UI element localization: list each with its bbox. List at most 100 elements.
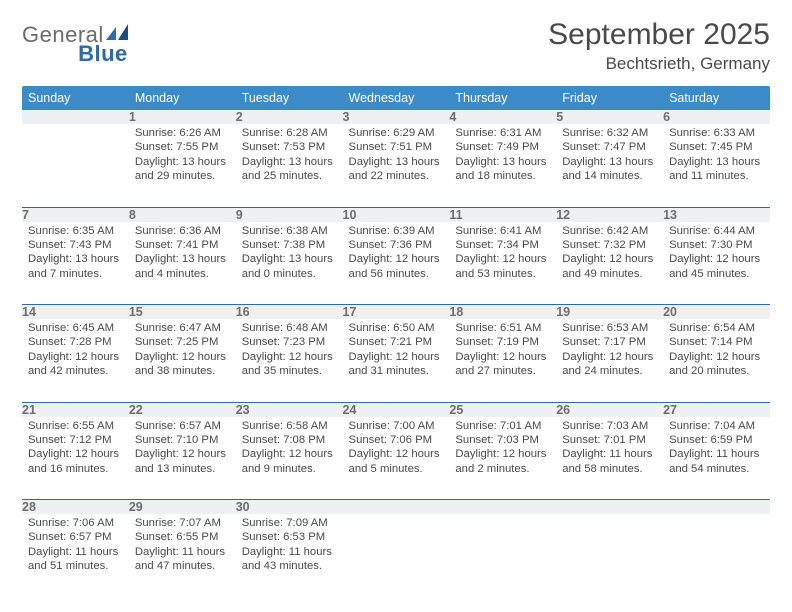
day-cell-body: Sunrise: 6:55 AMSunset: 7:12 PMDaylight:… [22,417,129,481]
sunset-line: Sunset: 6:59 PM [669,433,764,447]
daylight-line: Daylight: 13 hours and 18 minutes. [455,155,550,184]
day-cell: Sunrise: 6:31 AMSunset: 7:49 PMDaylight:… [449,124,556,207]
daylight-line: Daylight: 11 hours and 58 minutes. [562,447,657,476]
sunset-line: Sunset: 7:30 PM [669,238,764,252]
day-cell-body: Sunrise: 6:39 AMSunset: 7:36 PMDaylight:… [343,222,450,286]
sunset-line: Sunset: 7:32 PM [562,238,657,252]
sunrise-line: Sunrise: 6:41 AM [455,224,550,238]
sunrise-line: Sunrise: 6:53 AM [562,321,657,335]
day-cell: Sunrise: 6:48 AMSunset: 7:23 PMDaylight:… [236,319,343,402]
day-cell-body: Sunrise: 6:36 AMSunset: 7:41 PMDaylight:… [129,222,236,286]
brand-logo: GeneralBlue [22,18,130,65]
day-cell [343,514,450,597]
sunset-line: Sunset: 7:03 PM [455,433,550,447]
sunset-line: Sunset: 7:51 PM [349,140,444,154]
sunrise-line: Sunrise: 6:36 AM [135,224,230,238]
daylight-line: Daylight: 13 hours and 0 minutes. [242,252,337,281]
sunrise-line: Sunrise: 6:45 AM [28,321,123,335]
day-cell-body: Sunrise: 6:51 AMSunset: 7:19 PMDaylight:… [449,319,556,383]
day-cell: Sunrise: 6:32 AMSunset: 7:47 PMDaylight:… [556,124,663,207]
sunrise-line: Sunrise: 6:47 AM [135,321,230,335]
sunset-line: Sunset: 7:25 PM [135,335,230,349]
day-cell-body: Sunrise: 6:48 AMSunset: 7:23 PMDaylight:… [236,319,343,383]
daylight-line: Daylight: 12 hours and 53 minutes. [455,252,550,281]
day-number-cell: 3 [343,110,450,124]
day-cell-body: Sunrise: 6:54 AMSunset: 7:14 PMDaylight:… [663,319,770,383]
day-cell: Sunrise: 6:41 AMSunset: 7:34 PMDaylight:… [449,222,556,305]
day-cell: Sunrise: 7:06 AMSunset: 6:57 PMDaylight:… [22,514,129,597]
daylight-line: Daylight: 12 hours and 2 minutes. [455,447,550,476]
day-cell-body: Sunrise: 7:07 AMSunset: 6:55 PMDaylight:… [129,514,236,578]
day-number-cell: 6 [663,110,770,124]
day-cell: Sunrise: 7:04 AMSunset: 6:59 PMDaylight:… [663,417,770,500]
day-number-cell: 21 [22,402,129,417]
sunset-line: Sunset: 7:36 PM [349,238,444,252]
sunset-line: Sunset: 7:17 PM [562,335,657,349]
daylight-line: Daylight: 13 hours and 29 minutes. [135,155,230,184]
day-cell: Sunrise: 7:07 AMSunset: 6:55 PMDaylight:… [129,514,236,597]
daylight-line: Daylight: 11 hours and 47 minutes. [135,545,230,574]
sunrise-line: Sunrise: 6:32 AM [562,126,657,140]
sunset-line: Sunset: 7:01 PM [562,433,657,447]
day-cell: Sunrise: 6:29 AMSunset: 7:51 PMDaylight:… [343,124,450,207]
daylight-line: Daylight: 12 hours and 20 minutes. [669,350,764,379]
day-cell-body: Sunrise: 6:58 AMSunset: 7:08 PMDaylight:… [236,417,343,481]
page-header: GeneralBlue September 2025 Bechtsrieth, … [22,18,770,74]
week-row: Sunrise: 6:45 AMSunset: 7:28 PM Daylight:… [22,319,770,402]
day-number-cell: 22 [129,402,236,417]
day-cell: Sunrise: 6:51 AMSunset: 7:19 PMDaylight:… [449,319,556,402]
day-cell-body: Sunrise: 6:31 AMSunset: 7:49 PMDaylight:… [449,124,556,188]
sunrise-line: Sunrise: 7:07 AM [135,516,230,530]
day-number-cell: 11 [449,207,556,222]
sunrise-line: Sunrise: 6:42 AM [562,224,657,238]
week-row: Sunrise: 6:35 AMSunset: 7:43 PMDaylight:… [22,222,770,305]
day-cell [449,514,556,597]
day-cell-body: Sunrise: 6:38 AMSunset: 7:38 PMDaylight:… [236,222,343,286]
sunrise-line: Sunrise: 7:04 AM [669,419,764,433]
weekday-header: Thursday [449,86,556,110]
day-cell-body: Sunrise: 6:42 AMSunset: 7:32 PMDaylight:… [556,222,663,286]
day-number-row: 21222324252627 [22,402,770,417]
weekday-header: Friday [556,86,663,110]
day-cell: Sunrise: 6:47 AMSunset: 7:25 PMDaylight:… [129,319,236,402]
sunset-line: Sunset: 7:28 PM [28,335,123,349]
day-number-cell [22,110,129,124]
daylight-line: Daylight: 13 hours and 4 minutes. [135,252,230,281]
sunset-line: Sunset: 7:38 PM [242,238,337,252]
day-number-cell: 8 [129,207,236,222]
day-number-row: 14151617181920 [22,305,770,320]
day-cell: Sunrise: 6:53 AMSunset: 7:17 PMDaylight:… [556,319,663,402]
sunset-line: Sunset: 7:19 PM [455,335,550,349]
weekday-header: Tuesday [236,86,343,110]
day-number-row: 282930 [22,500,770,515]
day-cell: Sunrise: 6:55 AMSunset: 7:12 PMDaylight:… [22,417,129,500]
daylight-line: Daylight: 13 hours and 11 minutes. [669,155,764,184]
day-number-row: 78910111213 [22,207,770,222]
day-number-cell: 26 [556,402,663,417]
sunrise-line: Sunrise: 6:35 AM [28,224,123,238]
sunrise-line: Sunrise: 6:51 AM [455,321,550,335]
calendar-table: SundayMondayTuesdayWednesdayThursdayFrid… [22,86,770,597]
title-block: September 2025 Bechtsrieth, Germany [548,18,770,74]
day-number-cell: 12 [556,207,663,222]
weekday-header: Wednesday [343,86,450,110]
daylight-line: Daylight: 13 hours and 14 minutes. [562,155,657,184]
day-cell-body: Sunrise: 6:50 AMSunset: 7:21 PMDaylight:… [343,319,450,383]
day-number-cell [449,500,556,515]
sunset-line: Sunset: 7:45 PM [669,140,764,154]
day-cell: Sunrise: 6:57 AMSunset: 7:10 PMDaylight:… [129,417,236,500]
day-cell-body: Sunrise: 7:09 AMSunset: 6:53 PMDaylight:… [236,514,343,578]
day-cell: Sunrise: 6:58 AMSunset: 7:08 PMDaylight:… [236,417,343,500]
day-cell-body: Sunrise: 6:28 AMSunset: 7:53 PMDaylight:… [236,124,343,188]
day-number-cell: 14 [22,305,129,320]
daylight-line: Daylight: 12 hours and 27 minutes. [455,350,550,379]
sunset-line: Sunset: 7:14 PM [669,335,764,349]
sunset-line: Sunset: 6:53 PM [242,530,337,544]
day-cell-body: Sunrise: 6:44 AMSunset: 7:30 PMDaylight:… [663,222,770,286]
day-number-cell: 9 [236,207,343,222]
month-title: September 2025 [548,18,770,52]
day-cell: Sunrise: 7:09 AMSunset: 6:53 PMDaylight:… [236,514,343,597]
day-cell: Sunrise: 6:44 AMSunset: 7:30 PMDaylight:… [663,222,770,305]
day-cell-body: Sunrise: 6:35 AMSunset: 7:43 PMDaylight:… [22,222,129,286]
day-number-cell: 23 [236,402,343,417]
